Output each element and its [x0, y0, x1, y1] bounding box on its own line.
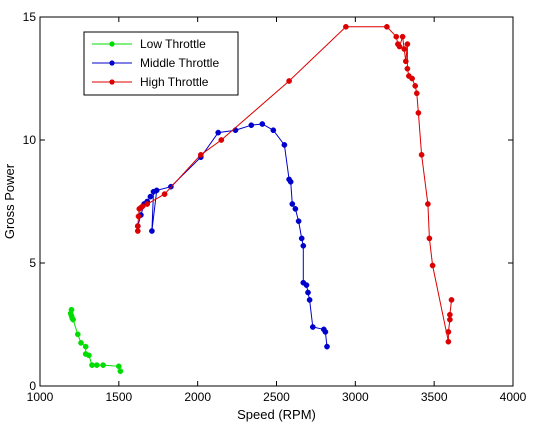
data-point — [343, 23, 349, 30]
x-tick-label: 1000 — [27, 390, 54, 404]
data-point — [447, 316, 453, 323]
data-point — [404, 41, 411, 47]
data-point — [292, 206, 299, 212]
data-point — [445, 329, 452, 335]
data-point — [218, 137, 225, 143]
series-1 — [67, 306, 124, 375]
legend-entry: High Throttle — [92, 75, 209, 89]
data-point — [448, 297, 455, 303]
data-point — [147, 193, 154, 200]
data-point — [305, 289, 311, 296]
axes-frame — [39, 16, 514, 387]
series-layer — [67, 23, 455, 375]
y-tick-label: 0 — [29, 379, 36, 393]
data-point — [153, 187, 160, 194]
data-point — [70, 316, 76, 323]
x-tick-label: 2000 — [184, 390, 211, 404]
legend: Low Throttle Middle Throttle High Throttle — [83, 31, 239, 96]
data-point — [270, 127, 277, 134]
data-point — [393, 33, 400, 40]
y-axis-label: Gross Power — [2, 163, 17, 239]
data-point — [289, 201, 296, 207]
legend-entry: Middle Throttle — [92, 56, 219, 70]
y-tick-label: 15 — [23, 10, 37, 24]
data-point — [117, 368, 124, 375]
data-point — [402, 58, 409, 65]
legend-entry: Low Throttle — [92, 37, 206, 51]
data-point — [298, 235, 305, 242]
x-axis-label: Speed (RPM) — [237, 407, 316, 422]
legend-marker — [109, 79, 115, 85]
x-tick-label: 3000 — [342, 390, 369, 404]
legend-marker — [109, 41, 115, 47]
data-point — [412, 83, 419, 89]
data-point — [303, 282, 310, 288]
data-point — [82, 343, 89, 350]
legend-entries: Low Throttle Middle Throttle High Throttle — [92, 37, 219, 89]
data-point — [401, 46, 408, 52]
x-tick-label: 4000 — [500, 390, 527, 404]
x-tick-label: 1500 — [105, 390, 132, 404]
data-point — [384, 23, 390, 30]
data-point — [215, 129, 222, 136]
data-point — [89, 362, 95, 368]
series-3 — [134, 23, 455, 345]
legend-marker — [109, 60, 115, 66]
data-point — [426, 235, 433, 242]
data-point — [425, 201, 431, 207]
data-point — [259, 121, 266, 127]
data-point — [447, 311, 453, 318]
data-point — [74, 331, 81, 338]
data-point — [144, 201, 151, 207]
data-point — [197, 151, 204, 158]
data-point — [309, 324, 316, 330]
data-point — [93, 362, 100, 368]
data-point — [286, 78, 292, 84]
data-point — [232, 127, 239, 134]
data-point — [409, 75, 415, 82]
data-point — [134, 223, 141, 229]
data-point — [404, 65, 411, 72]
data-point — [413, 90, 420, 97]
y-tick-label: 10 — [23, 133, 37, 147]
data-point — [139, 203, 146, 210]
data-point — [100, 362, 106, 368]
data-point — [248, 122, 255, 129]
data-point — [295, 218, 302, 225]
data-point — [134, 228, 141, 234]
data-point — [300, 242, 307, 249]
data-point — [135, 213, 142, 220]
legend-label: Low Throttle — [140, 37, 206, 51]
data-point — [429, 262, 436, 269]
x-tick-label: 3500 — [421, 390, 448, 404]
y-tick-label: 5 — [29, 256, 36, 270]
data-point — [396, 43, 403, 50]
data-point — [281, 142, 288, 148]
data-point — [399, 33, 406, 40]
data-point — [306, 297, 313, 303]
data-point — [86, 352, 92, 359]
data-point — [415, 110, 422, 116]
data-point — [324, 343, 330, 350]
data-point — [287, 178, 294, 185]
legend-label: High Throttle — [140, 75, 209, 89]
data-point — [445, 338, 452, 345]
data-point — [115, 363, 122, 370]
legend-label: Middle Throttle — [140, 56, 219, 70]
data-point — [78, 340, 84, 346]
data-point — [161, 191, 168, 197]
data-point — [149, 228, 155, 234]
x-tick-label: 2500 — [263, 390, 290, 404]
data-point — [322, 329, 329, 335]
data-point — [418, 151, 425, 158]
